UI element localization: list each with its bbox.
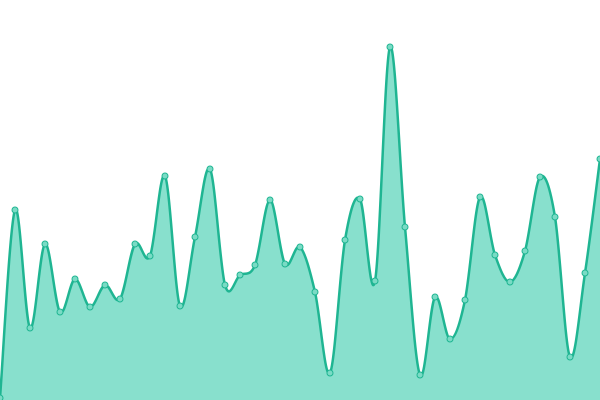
data-point [431,293,439,301]
data-point [386,43,394,51]
data-point [236,271,244,279]
data-point [401,223,409,231]
data-point [221,281,229,289]
area-fill [0,46,600,400]
data-point [551,213,559,221]
data-point [0,394,4,400]
data-point [131,240,139,248]
data-point [26,324,34,332]
data-point [161,172,169,180]
data-point [536,173,544,181]
data-point [56,308,64,316]
data-point [581,269,589,277]
data-point [416,371,424,379]
data-point [71,275,79,283]
data-point [266,196,274,204]
data-point [521,247,529,255]
data-point [371,277,379,285]
data-point [311,288,319,296]
data-point [206,165,214,173]
data-point [116,295,124,303]
data-point [491,251,499,259]
data-point [86,303,94,311]
data-point [596,155,600,163]
data-point [296,243,304,251]
data-point [11,206,19,214]
data-point [326,369,334,377]
data-point [146,252,154,260]
data-point [41,240,49,248]
data-point [566,353,574,361]
data-point [251,261,259,269]
data-point [101,281,109,289]
data-point [356,195,364,203]
data-point [446,335,454,343]
data-point [506,278,514,286]
data-point [476,193,484,201]
data-point [461,296,469,304]
data-point [281,260,289,268]
data-point [191,233,199,241]
data-point [176,302,184,310]
data-point [341,236,349,244]
